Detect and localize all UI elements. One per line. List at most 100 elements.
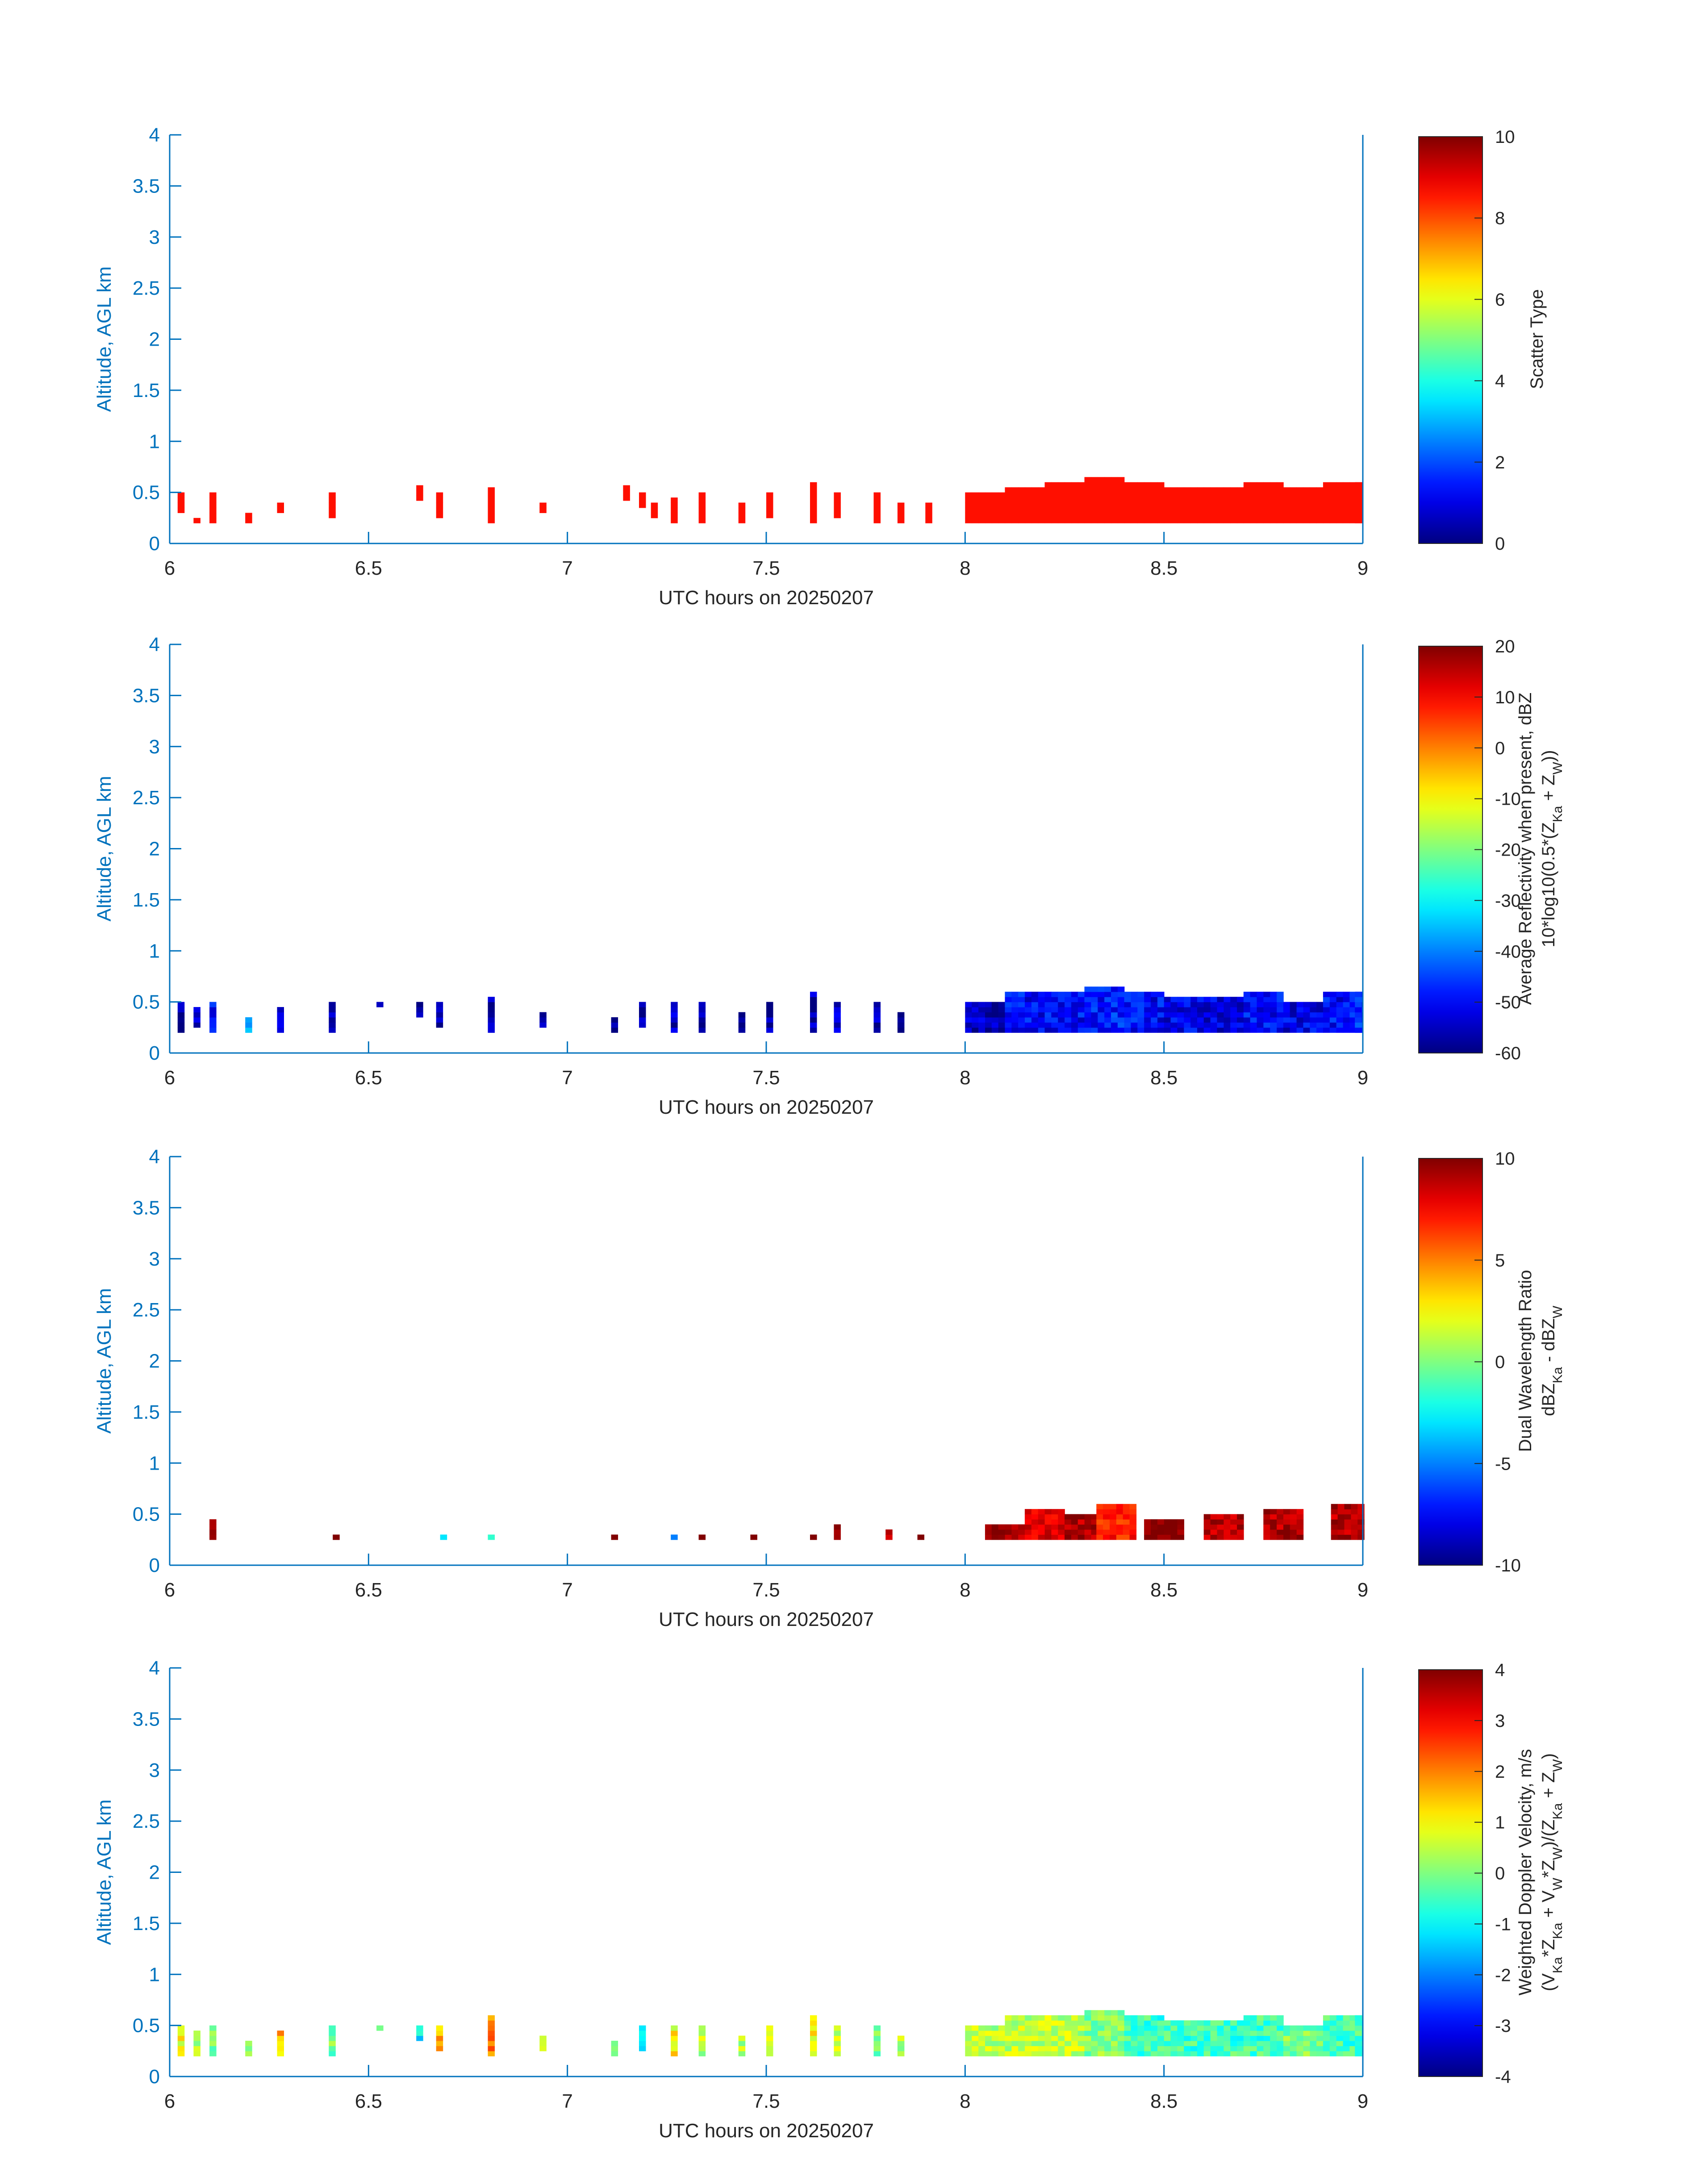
heatmap-cell xyxy=(1091,2020,1098,2026)
heatmap-cell xyxy=(1071,482,1078,488)
heatmap-cell xyxy=(1084,997,1091,1003)
heatmap-cell xyxy=(1051,2046,1058,2052)
heatmap-cell xyxy=(1337,1504,1345,1509)
heatmap-cell xyxy=(1303,518,1310,523)
heatmap-cell xyxy=(1051,518,1058,523)
heatmap-cell xyxy=(1038,1007,1045,1013)
heatmap-cell xyxy=(1323,2020,1330,2026)
y-tick-label: 2 xyxy=(149,1862,160,1884)
heatmap-cells xyxy=(177,2010,1363,2056)
heatmap-cell xyxy=(1331,1534,1338,1540)
heatmap-cell xyxy=(1283,1012,1290,1018)
heatmap-cell xyxy=(671,2051,678,2056)
heatmap-cell xyxy=(1263,1534,1270,1540)
heatmap-cell xyxy=(998,1534,1006,1540)
heatmap-cell xyxy=(1038,1534,1045,1540)
heatmap-cell xyxy=(998,492,1006,498)
heatmap-cell xyxy=(488,2046,495,2052)
heatmap-cell xyxy=(1303,2051,1310,2056)
heatmap-cell xyxy=(1210,1534,1218,1540)
heatmap-cell xyxy=(1224,507,1231,513)
heatmap-cell xyxy=(1084,2010,1091,2016)
heatmap-cell xyxy=(436,2040,443,2046)
heatmap-cell xyxy=(1210,1514,1218,1520)
heatmap-cell xyxy=(1065,2015,1072,2021)
heatmap-cell xyxy=(810,2015,817,2021)
heatmap-cell xyxy=(1197,2020,1204,2026)
heatmap-cell xyxy=(1051,1022,1058,1028)
heatmap-cell xyxy=(1203,1534,1211,1540)
heatmap-cell xyxy=(1144,1534,1151,1540)
heatmap-cell xyxy=(810,2035,817,2041)
heatmap-cell xyxy=(1058,2031,1065,2036)
heatmap-cell xyxy=(440,1534,447,1540)
x-tick-label: 6.5 xyxy=(355,557,382,579)
heatmap-cell xyxy=(1005,1002,1012,1007)
heatmap-cell xyxy=(1349,1012,1357,1018)
heatmap-cell xyxy=(1237,492,1244,498)
heatmap-cell xyxy=(1290,513,1297,518)
heatmap-cell xyxy=(1044,1509,1052,1515)
heatmap-cell xyxy=(766,1022,773,1028)
colorbar-tick-label: 20 xyxy=(1495,637,1515,656)
heatmap-cell xyxy=(1110,1509,1117,1515)
heatmap-cell xyxy=(1277,1012,1284,1018)
heatmap-cell xyxy=(436,1007,443,1013)
heatmap-cell xyxy=(1044,1529,1052,1535)
heatmap-cell xyxy=(738,518,746,523)
heatmap-cell xyxy=(991,2046,999,2052)
heatmap-cell xyxy=(488,1002,495,1007)
heatmap-cell xyxy=(1123,1519,1130,1525)
heatmap-cell xyxy=(177,2031,185,2036)
heatmap-cell xyxy=(1011,2046,1019,2052)
heatmap-cell xyxy=(1337,1529,1345,1535)
colorbar-tick-label: 0 xyxy=(1495,1864,1505,1884)
heatmap-cell xyxy=(1077,991,1085,997)
x-tick-label: 6.5 xyxy=(355,1579,382,1601)
heatmap-cell xyxy=(1343,502,1350,508)
heatmap-cell xyxy=(1263,2015,1270,2021)
heatmap-cell xyxy=(623,485,630,491)
heatmap-cell xyxy=(698,1027,706,1033)
colorbar-tick-label: 2 xyxy=(1495,453,1505,472)
heatmap-cell xyxy=(1277,1524,1284,1530)
heatmap-cell xyxy=(1270,2015,1277,2021)
x-tick-label: 7 xyxy=(562,2090,572,2112)
heatmap-cell xyxy=(1104,2010,1111,2016)
heatmap-cell xyxy=(1257,2046,1264,2052)
heatmap-cell xyxy=(1031,1509,1039,1515)
heatmap-cell xyxy=(1031,1524,1039,1530)
heatmap-cell xyxy=(1351,1514,1358,1520)
heatmap-cell xyxy=(1096,1509,1103,1515)
heatmap-cell xyxy=(1336,2046,1344,2052)
heatmap-cell xyxy=(245,513,252,518)
heatmap-cell xyxy=(1031,1519,1039,1525)
heatmap-cell xyxy=(766,492,773,498)
heatmap-cell xyxy=(834,497,841,503)
heatmap-cell xyxy=(1144,2046,1151,2052)
heatmap-cell xyxy=(1123,1534,1130,1540)
heatmap-cell xyxy=(1203,507,1211,513)
heatmap-cell xyxy=(639,2035,646,2041)
heatmap-cell xyxy=(1124,492,1132,498)
heatmap-cell xyxy=(1203,2020,1211,2026)
heatmap-cell xyxy=(1355,2025,1362,2031)
heatmap-cell xyxy=(1296,492,1304,498)
heatmap-cell xyxy=(1184,997,1191,1003)
heatmap-cell xyxy=(1065,2035,1072,2041)
heatmap-cell xyxy=(1123,1509,1130,1515)
heatmap-cell xyxy=(1111,1002,1118,1007)
heatmap-cell xyxy=(873,2031,881,2036)
heatmap-cell xyxy=(1131,2025,1138,2031)
heatmap-cell xyxy=(1077,997,1085,1003)
heatmap-cell xyxy=(1329,1027,1337,1033)
heatmap-cell xyxy=(972,2035,979,2041)
heatmap-cell xyxy=(738,1017,746,1023)
heatmap-cell xyxy=(1117,2040,1125,2046)
heatmap-cell xyxy=(1349,2015,1357,2021)
heatmap-cell xyxy=(1277,1519,1284,1525)
heatmap-cell xyxy=(1170,507,1178,513)
heatmap-cell xyxy=(1151,2020,1158,2026)
heatmap-cell xyxy=(998,1017,1006,1023)
heatmap-cell xyxy=(1310,507,1317,513)
